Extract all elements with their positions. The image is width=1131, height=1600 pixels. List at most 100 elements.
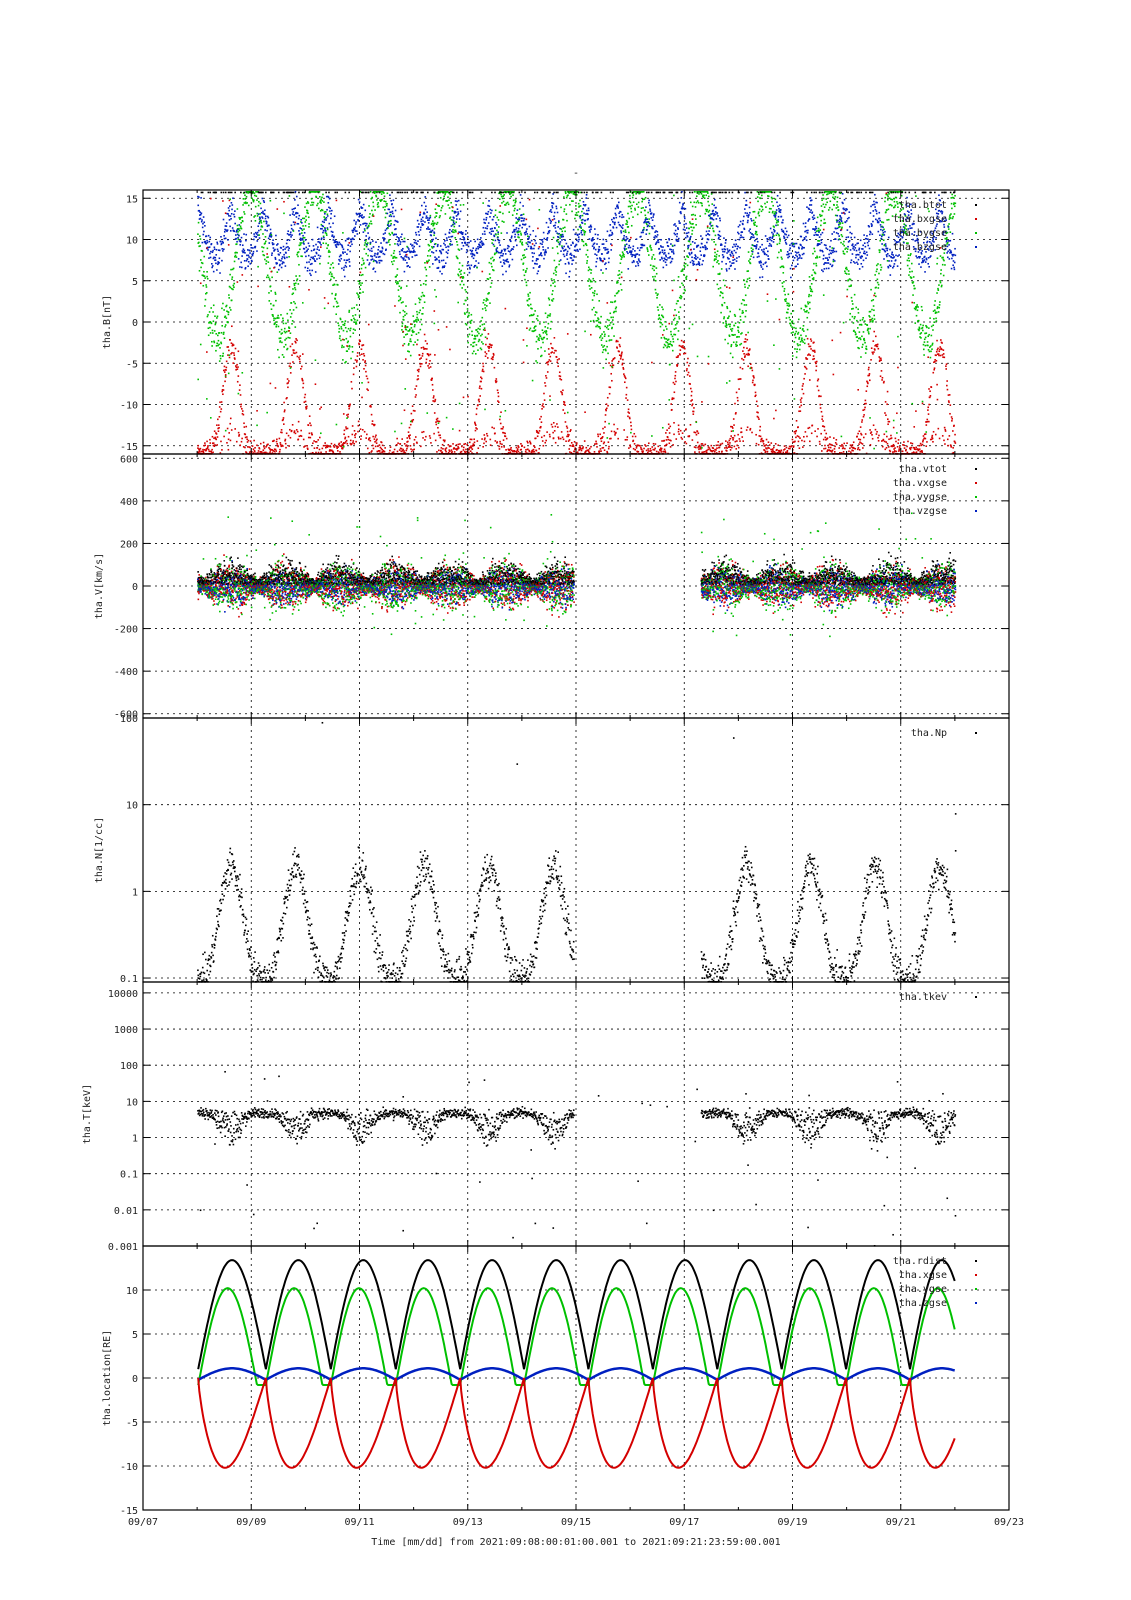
data-point	[284, 339, 286, 341]
data-point	[555, 271, 557, 273]
data-point	[280, 337, 282, 339]
data-point	[285, 344, 287, 346]
data-point	[657, 239, 659, 241]
data-point	[689, 254, 691, 256]
data-point	[229, 219, 231, 221]
panel-b-field: -15-10-5051015 tha.B[nT] tha.btottha.bxg…	[102, 190, 1009, 455]
data-point	[432, 230, 434, 232]
data-point	[326, 217, 328, 219]
data-point	[275, 449, 277, 451]
data-point	[521, 220, 523, 222]
data-point	[223, 370, 225, 372]
data-point	[658, 314, 660, 316]
data-point	[624, 381, 626, 383]
data-point	[362, 429, 364, 431]
data-point	[528, 295, 530, 297]
data-point	[433, 252, 435, 254]
data-point	[223, 332, 225, 334]
data-point	[252, 247, 254, 249]
data-point	[298, 439, 300, 441]
data-point	[516, 222, 518, 224]
data-point	[552, 426, 554, 428]
data-point	[236, 256, 238, 258]
data-point	[343, 267, 345, 269]
data-point	[315, 271, 317, 273]
data-point	[355, 359, 357, 361]
data-point	[488, 292, 490, 294]
data-point	[510, 249, 512, 251]
data-point	[322, 221, 324, 223]
data-point	[277, 349, 279, 351]
data-point	[588, 210, 590, 212]
data-point	[425, 205, 427, 207]
data-point	[274, 249, 276, 251]
data-point	[494, 236, 496, 238]
data-point	[216, 249, 218, 251]
data-point	[591, 226, 593, 228]
data-point	[221, 308, 223, 310]
data-point	[518, 220, 520, 222]
data-point	[539, 430, 541, 432]
data-point	[606, 240, 608, 242]
data-point	[477, 331, 479, 333]
data-point	[650, 448, 652, 450]
data-point	[601, 192, 603, 194]
data-point	[490, 212, 492, 214]
data-point	[409, 266, 411, 268]
data-point	[459, 284, 461, 286]
data-point	[608, 441, 610, 443]
data-point	[200, 259, 202, 261]
data-point	[260, 443, 262, 445]
data-point	[317, 227, 319, 229]
data-point	[442, 199, 444, 201]
data-point	[351, 243, 353, 245]
data-point	[331, 293, 333, 295]
data-point	[286, 313, 288, 315]
data-point	[653, 213, 655, 215]
data-point	[420, 284, 422, 286]
data-point	[538, 432, 540, 434]
data-point	[689, 383, 691, 385]
data-point	[665, 261, 667, 263]
data-point	[654, 258, 656, 260]
data-point	[413, 320, 415, 322]
data-point	[220, 343, 222, 345]
data-point	[644, 210, 646, 212]
data-point	[484, 327, 486, 329]
data-point	[302, 192, 304, 194]
data-point	[506, 232, 508, 234]
data-point	[344, 323, 346, 325]
data-point	[488, 211, 490, 213]
data-point	[625, 229, 627, 231]
data-point	[546, 377, 548, 379]
data-point	[563, 246, 565, 248]
data-point	[252, 255, 254, 257]
data-point	[371, 450, 373, 452]
data-point	[503, 194, 505, 196]
data-point	[397, 283, 399, 285]
data-point	[305, 225, 307, 227]
data-point	[631, 225, 633, 227]
data-point	[296, 216, 298, 218]
data-point	[432, 389, 434, 391]
data-point	[632, 197, 634, 199]
data-point	[208, 334, 210, 336]
data-point	[462, 265, 464, 267]
data-point	[241, 408, 243, 410]
data-point	[221, 332, 223, 334]
data-point	[307, 270, 309, 272]
data-point	[513, 225, 515, 227]
data-point	[347, 249, 349, 251]
data-point	[614, 357, 616, 359]
data-point	[615, 311, 617, 313]
data-point	[343, 433, 345, 435]
data-point	[439, 217, 441, 219]
data-point	[294, 287, 296, 289]
data-point	[402, 323, 404, 325]
data-point	[348, 408, 350, 410]
data-point	[243, 211, 245, 213]
data-point	[225, 315, 227, 317]
data-point	[556, 356, 558, 358]
data-point	[701, 203, 703, 205]
data-point	[654, 237, 656, 239]
